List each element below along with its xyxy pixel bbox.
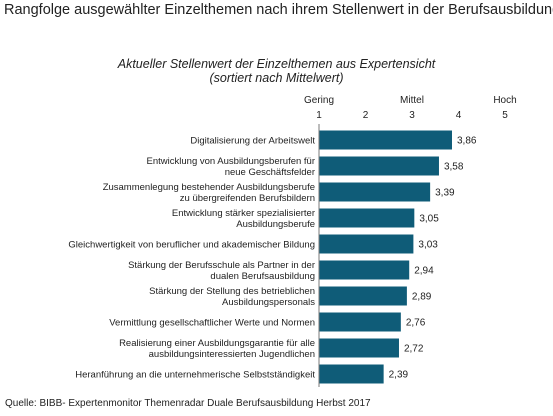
value-label: 3,86 <box>457 136 477 147</box>
category-label: Ausbildungsberufe <box>236 219 315 230</box>
scale-label-mittel: Mittel <box>400 95 424 106</box>
category-label: ausbildungsinteressierten Jugendlichen <box>149 349 315 360</box>
category-label: Heranführung an die unternehmerische Sel… <box>75 370 315 381</box>
category-label: Vermittlung gesellschaftlicher Werte und… <box>109 318 315 329</box>
category-label: Ausbildungspersonals <box>222 297 315 308</box>
value-label: 3,05 <box>419 214 439 225</box>
bar <box>319 182 431 202</box>
x-tick-label: 2 <box>363 110 369 121</box>
category-label: Entwicklung stärker spezialisierter <box>172 208 315 219</box>
bar <box>319 234 414 254</box>
category-label: Stärkung der Stellung des betrieblichen <box>149 286 315 297</box>
chart-title: Aktueller Stellenwert der Einzelthemen a… <box>117 57 436 71</box>
category-label: Digitalisierung der Arbeitswelt <box>190 136 315 147</box>
category-label: Realisierung einer Ausbildungsgarantie f… <box>119 338 315 349</box>
category-label: Stärkung der Berufsschule als Partner in… <box>128 260 315 271</box>
value-label: 2,39 <box>389 370 409 381</box>
page-title: Rangfolge ausgewählter Einzelthemen nach… <box>4 2 553 18</box>
value-label: 2,89 <box>412 292 432 303</box>
scale-label-gering: Gering <box>304 95 334 106</box>
scale-label-hoch: Hoch <box>493 95 516 106</box>
category-label: Gleichwertigkeit von beruflicher und aka… <box>68 240 315 251</box>
x-tick-label: 1 <box>316 110 322 121</box>
category-label: zu übergreifenden Berufsbildern <box>180 193 315 204</box>
x-tick-label: 5 <box>502 110 508 121</box>
bar <box>319 208 415 228</box>
x-tick-label: 4 <box>456 110 462 121</box>
value-label: 3,03 <box>418 240 438 251</box>
category-label: neue Geschäftsfelder <box>225 167 315 178</box>
x-tick-label: 3 <box>409 110 415 121</box>
bar <box>319 364 384 384</box>
source-note: Quelle: BIBB- Expertenmonitor Themenrada… <box>5 398 371 409</box>
bar <box>319 130 452 150</box>
bar <box>319 338 399 358</box>
bar <box>319 260 410 280</box>
category-label: dualen Berufsausbildung <box>210 271 315 282</box>
value-label: 2,76 <box>406 318 426 329</box>
category-label: Entwicklung von Ausbildungsberufen für <box>147 156 315 167</box>
value-label: 3,58 <box>444 162 464 173</box>
bar <box>319 286 407 306</box>
value-label: 2,72 <box>404 344 424 355</box>
chart-subtitle: (sortiert nach Mittelwert) <box>209 71 344 85</box>
category-label: Zusammenlegung bestehender Ausbildungsbe… <box>103 182 315 193</box>
value-label: 2,94 <box>414 266 434 277</box>
value-label: 3,39 <box>435 188 455 199</box>
bar <box>319 156 439 176</box>
bar <box>319 312 401 332</box>
